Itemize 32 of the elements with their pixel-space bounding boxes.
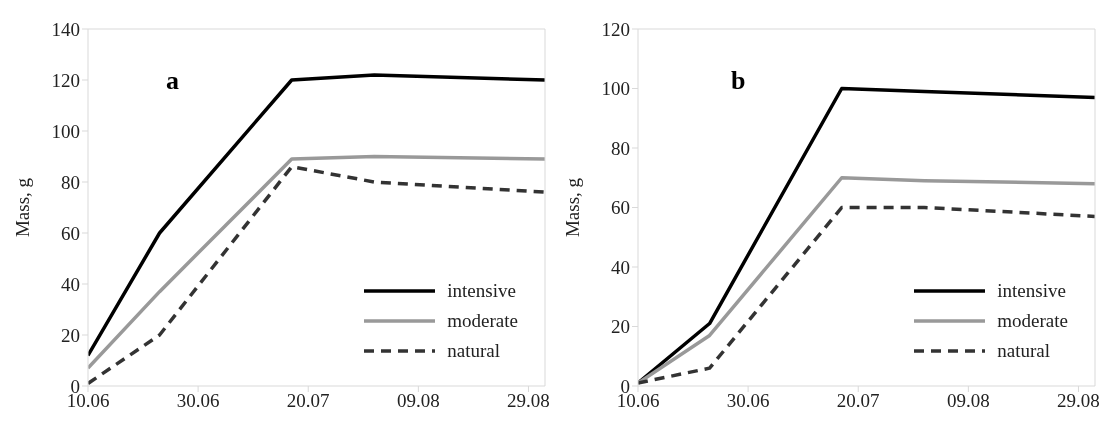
legend-label: moderate xyxy=(447,310,518,332)
y-tick-label: 120 xyxy=(51,69,80,91)
legend-label: intensive xyxy=(997,280,1066,302)
annotation: a xyxy=(166,66,179,96)
annotation: b xyxy=(731,66,746,96)
legend-label: natural xyxy=(447,340,501,362)
y-tick-label: 40 xyxy=(611,256,630,278)
y-tick-label: 60 xyxy=(61,222,80,244)
x-tick-label: 29.08 xyxy=(1057,390,1100,412)
x-tick-label: 20.07 xyxy=(286,390,330,412)
y-tick-label: 40 xyxy=(61,273,80,295)
y-tick-label: 120 xyxy=(601,18,630,40)
y-tick-label: 80 xyxy=(611,137,630,159)
x-tick-label: 20.07 xyxy=(836,390,880,412)
y-axis-title: Mass, g xyxy=(561,177,583,238)
x-tick-label: 30.06 xyxy=(176,390,220,412)
line-series xyxy=(88,73,545,358)
legend-label: moderate xyxy=(997,310,1068,332)
x-tick-label: 09.08 xyxy=(396,390,440,412)
y-tick-label: 80 xyxy=(61,171,80,193)
y-axis-title: Mass, g xyxy=(11,177,33,238)
y-tick-label: 100 xyxy=(601,78,630,100)
y-tick-label: 60 xyxy=(611,197,630,219)
x-tick-label: 29.08 xyxy=(507,390,550,412)
legend-label: intensive xyxy=(447,280,516,302)
y-tick-label: 20 xyxy=(611,316,630,338)
y-tick-label: 140 xyxy=(51,18,80,40)
legend-label: natural xyxy=(997,340,1051,362)
x-tick-label: 30.06 xyxy=(726,390,770,412)
x-tick-label: 09.08 xyxy=(946,390,990,412)
y-tick-label: 20 xyxy=(61,324,80,346)
y-tick-label: 100 xyxy=(51,120,80,142)
